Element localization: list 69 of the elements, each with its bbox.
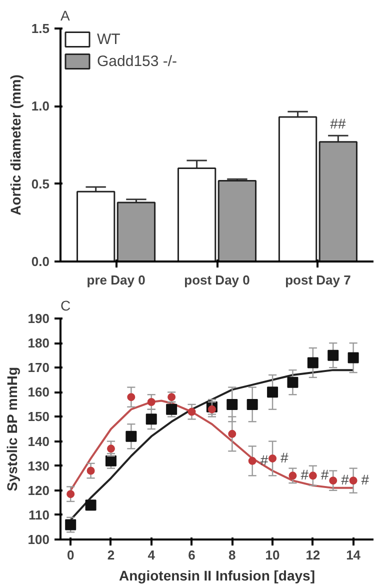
y-tick-label: 130 bbox=[28, 458, 50, 474]
point bbox=[106, 444, 115, 453]
x-tick-label: post Day 7 bbox=[285, 272, 351, 288]
annotation: ## bbox=[330, 116, 346, 132]
legend-label: Gadd153 -/- bbox=[97, 52, 178, 70]
point bbox=[188, 408, 196, 416]
y-tick-label: 1.5 bbox=[31, 21, 50, 36]
point bbox=[66, 490, 75, 498]
point bbox=[307, 357, 318, 368]
chart-title: C bbox=[60, 298, 71, 314]
y-axis-title: Systolic BP mmHg bbox=[4, 367, 20, 492]
point bbox=[246, 398, 258, 410]
point bbox=[329, 476, 338, 485]
y-tick-label: 140 bbox=[28, 434, 50, 449]
point bbox=[228, 430, 236, 438]
point bbox=[147, 398, 156, 406]
x-tick-label: 0 bbox=[66, 548, 74, 562]
point bbox=[268, 454, 277, 462]
annotation: # bbox=[361, 472, 370, 488]
point bbox=[288, 472, 297, 480]
y-tick-label: 1.0 bbox=[31, 98, 50, 114]
x-tick-label: 2 bbox=[107, 548, 115, 562]
point bbox=[328, 350, 339, 361]
x-axis-title: Angiotensin II Infusion [days] bbox=[119, 568, 315, 584]
point bbox=[308, 472, 317, 480]
y-tick-label: 150 bbox=[28, 409, 50, 424]
point bbox=[65, 519, 76, 530]
y-tick-label: 190 bbox=[28, 311, 50, 326]
point bbox=[287, 376, 298, 388]
x-tick-label: 6 bbox=[188, 548, 196, 562]
point bbox=[146, 414, 157, 425]
x-tick-label: post Day 0 bbox=[184, 272, 250, 288]
point bbox=[348, 352, 359, 364]
point bbox=[267, 386, 278, 398]
annotation: # bbox=[260, 452, 268, 468]
y-tick-label: 180 bbox=[28, 336, 50, 351]
legend-label: WT bbox=[97, 30, 120, 48]
x-tick-label: pre Day 0 bbox=[86, 272, 146, 288]
x-tick-label: 10 bbox=[265, 548, 280, 562]
annotation: # bbox=[280, 449, 289, 466]
chart-title: A bbox=[60, 8, 70, 24]
bar bbox=[318, 141, 358, 262]
bar bbox=[278, 116, 318, 262]
point bbox=[208, 405, 216, 414]
bar bbox=[177, 168, 216, 262]
annotation: # bbox=[300, 466, 309, 483]
point bbox=[349, 476, 358, 485]
y-tick-label: 0.0 bbox=[31, 254, 50, 269]
bar bbox=[218, 180, 257, 262]
bar bbox=[116, 202, 156, 262]
x-tick-label: 4 bbox=[148, 548, 156, 562]
bar bbox=[76, 190, 116, 262]
y-tick-label: 100 bbox=[28, 532, 50, 547]
x-tick-label: 12 bbox=[306, 548, 320, 562]
annotation: # bbox=[341, 472, 350, 488]
y-tick-label: 170 bbox=[28, 360, 50, 376]
x-tick-label: 8 bbox=[228, 548, 236, 562]
point bbox=[127, 393, 136, 402]
point bbox=[86, 466, 95, 475]
x-tick-label: 14 bbox=[346, 548, 362, 562]
point bbox=[226, 398, 238, 410]
point bbox=[248, 456, 256, 465]
y-axis-title: Aortic diameter (mm) bbox=[7, 74, 24, 216]
annotation: # bbox=[320, 466, 329, 483]
y-tick-label: 0.5 bbox=[31, 176, 50, 192]
y-tick-label: 120 bbox=[28, 482, 50, 498]
y-tick-label: 160 bbox=[28, 384, 50, 400]
point bbox=[126, 430, 137, 442]
y-tick-label: 110 bbox=[28, 507, 50, 522]
